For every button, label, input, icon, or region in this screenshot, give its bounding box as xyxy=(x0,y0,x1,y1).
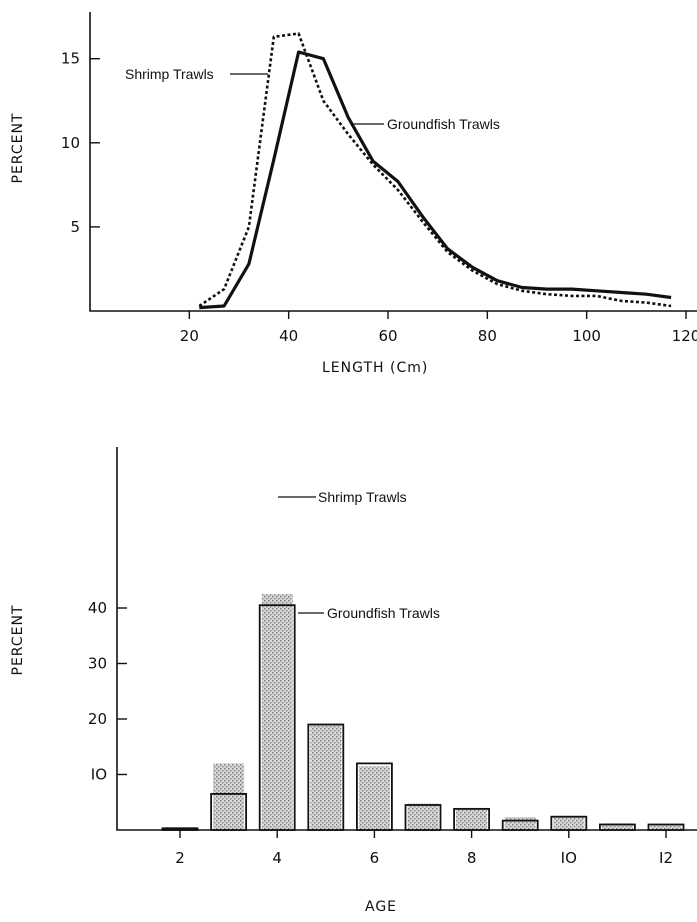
shrimp-trawls-bar xyxy=(358,766,390,830)
length-x-tick-label: 120 xyxy=(672,327,697,345)
length-chart-x-ticks: 20 40 60 80 100 120 xyxy=(180,311,697,345)
age-chart-bars xyxy=(161,594,685,831)
age-chart-x-ticks: 2 4 6 8 IO I2 xyxy=(175,830,673,867)
age-chart: IO 20 30 40 2 4 6 8 IO I2 AGE PERCENT Shrimp Tra… xyxy=(10,447,697,915)
age-y-tick-label: 30 xyxy=(88,655,107,673)
groundfish-trawls-bar xyxy=(404,804,442,831)
length-x-tick-label: 20 xyxy=(180,327,199,345)
length-chart-axes xyxy=(89,12,697,312)
length-chart-series xyxy=(198,32,672,310)
length-shrimp-annotation: Shrimp Trawls xyxy=(125,66,214,82)
shrimp-trawls-bar xyxy=(601,823,633,830)
shrimp-trawls-bar xyxy=(407,803,439,830)
length-chart: 5 10 15 20 40 60 80 100 120 LENGTH (Cm) PERCENT… xyxy=(10,12,697,376)
shrimp-trawls-bar xyxy=(553,817,585,830)
age-chart-x-label: AGE xyxy=(365,899,397,915)
shrimp-trawls-bar xyxy=(261,594,293,830)
length-groundfish-annotation: Groundfish Trawls xyxy=(387,116,500,132)
length-y-tick-label: 10 xyxy=(61,134,80,152)
length-x-tick-label: 100 xyxy=(572,327,601,345)
age-groundfish-annotation: Groundfish Trawls xyxy=(327,605,440,621)
groundfish-trawls-bar xyxy=(501,819,539,831)
shrimp-trawls-bar xyxy=(310,724,342,830)
length-x-tick-label: 40 xyxy=(279,327,298,345)
length-chart-y-label: PERCENT xyxy=(10,113,26,184)
shrimp-trawls-line xyxy=(198,32,672,308)
groundfish-trawls-bar xyxy=(161,827,199,831)
length-x-tick-label: 80 xyxy=(478,327,497,345)
age-x-tick-label: 8 xyxy=(467,849,477,867)
age-x-tick-label: I2 xyxy=(659,849,673,867)
age-shrimp-annotation: Shrimp Trawls xyxy=(318,489,407,505)
groundfish-trawls-bar xyxy=(599,823,636,831)
age-y-tick-label: 40 xyxy=(88,599,107,617)
age-chart-y-label: PERCENT xyxy=(10,605,26,676)
shrimp-trawls-bar xyxy=(456,807,488,830)
age-y-tick-label: IO xyxy=(91,766,107,784)
age-x-tick-label: 6 xyxy=(370,849,380,867)
age-x-tick-label: IO xyxy=(561,849,577,867)
length-chart-y-ticks: 5 10 15 xyxy=(61,50,100,236)
age-y-tick-label: 20 xyxy=(88,710,107,728)
groundfish-trawls-bar xyxy=(210,793,248,831)
shrimp-trawls-bar xyxy=(504,817,536,830)
groundfish-trawls-bar xyxy=(307,723,345,831)
age-chart-axes xyxy=(116,447,697,831)
age-chart-y-ticks: IO 20 30 40 xyxy=(88,599,127,784)
length-x-tick-label: 60 xyxy=(378,327,397,345)
groundfish-trawls-line xyxy=(199,50,672,310)
age-x-tick-label: 2 xyxy=(175,849,185,867)
length-y-tick-label: 15 xyxy=(61,50,80,68)
length-y-tick-label: 5 xyxy=(70,218,80,236)
age-x-tick-label: 4 xyxy=(272,849,282,867)
shrimp-trawls-bar xyxy=(650,823,682,830)
length-chart-x-label: LENGTH (Cm) xyxy=(322,360,428,376)
shrimp-trawls-bar xyxy=(213,763,245,830)
